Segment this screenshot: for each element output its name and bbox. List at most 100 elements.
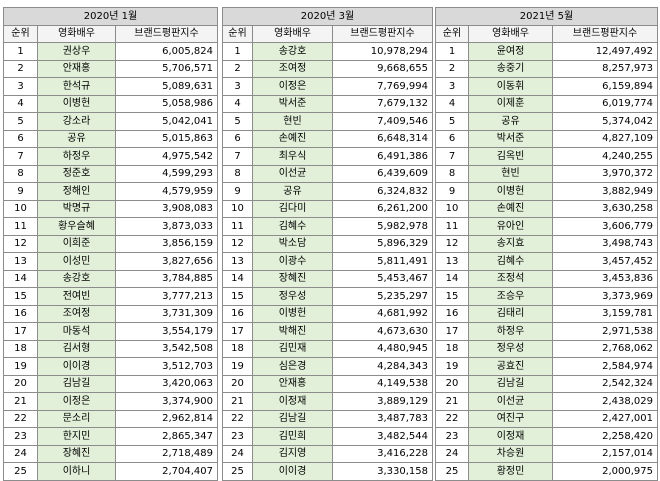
actor-name-cell: 김혜수 <box>468 252 553 271</box>
rank-cell: 1 <box>435 42 469 61</box>
table-row: 18 김민재 4,480,945 <box>222 339 433 358</box>
actor-name-cell: 한석규 <box>37 77 116 96</box>
actor-name-cell: 김옥빈 <box>468 147 553 166</box>
table-row: 23 이정재 2,258,420 <box>435 427 658 446</box>
actor-name-cell: 권상우 <box>37 42 116 61</box>
table-row: 4 이제훈 6,019,774 <box>435 94 658 113</box>
actor-name-cell: 송강호 <box>37 269 116 288</box>
table-row: 22 문소리 2,962,814 <box>3 409 218 428</box>
rank-cell: 14 <box>435 269 469 288</box>
table-row: 3 이정은 7,769,994 <box>222 77 433 96</box>
actor-name-cell: 전여빈 <box>37 287 116 306</box>
table-row: 6 손예진 6,648,314 <box>222 129 433 148</box>
actor-name-cell: 이제훈 <box>468 94 553 113</box>
actor-name-cell: 송중기 <box>468 59 553 78</box>
rank-cell: 24 <box>435 444 469 463</box>
actor-name-cell: 이병헌 <box>252 304 333 323</box>
table-row: 12 송지효 3,498,743 <box>435 234 658 253</box>
actor-name-cell: 이성민 <box>37 252 116 271</box>
brand-index-cell: 6,648,314 <box>332 129 433 148</box>
brand-index-cell: 3,457,452 <box>552 252 658 271</box>
rank-cell: 5 <box>3 112 38 131</box>
brand-index-cell: 3,827,656 <box>115 252 218 271</box>
actor-name-cell: 안재홍 <box>252 374 333 393</box>
brand-index-cell: 3,630,258 <box>552 199 658 218</box>
actor-name-cell: 정해인 <box>37 182 116 201</box>
actor-name-cell: 장혜진 <box>252 269 333 288</box>
table-row: 2 조여정 9,668,655 <box>222 59 433 78</box>
actor-name-cell: 김민재 <box>252 339 333 358</box>
period-header: 2021년 5월 <box>435 7 658 26</box>
brand-index-cell: 2,971,538 <box>552 322 658 341</box>
table-row: 12 이희준 3,856,159 <box>3 234 218 253</box>
table-row: 25 이이경 3,330,158 <box>222 462 433 481</box>
brand-index-cell: 2,157,014 <box>552 444 658 463</box>
brand-index-cell: 2,542,324 <box>552 374 658 393</box>
brand-index-cell: 5,058,986 <box>115 94 218 113</box>
table-2020-jan: 2020년 1월 순위 영화배우 브랜드평판지수 1 권상우 6,005,824 2 안… <box>3 7 218 481</box>
actor-name-cell: 이병헌 <box>468 182 553 201</box>
brand-index-cell: 4,681,992 <box>332 304 433 323</box>
rank-cell: 12 <box>222 234 253 253</box>
actor-name-cell: 김남길 <box>468 374 553 393</box>
rank-cell: 16 <box>435 304 469 323</box>
actor-name-cell: 손예진 <box>468 199 553 218</box>
rank-cell: 23 <box>222 427 253 446</box>
rank-cell: 6 <box>435 129 469 148</box>
actor-name-cell: 이선균 <box>468 392 553 411</box>
rank-cell: 9 <box>3 182 38 201</box>
brand-index-cell: 7,769,994 <box>332 77 433 96</box>
rank-cell: 16 <box>3 304 38 323</box>
brand-index-cell: 3,873,033 <box>115 217 218 236</box>
table-row: 16 김태리 3,159,781 <box>435 304 658 323</box>
actor-name-cell: 조승우 <box>468 287 553 306</box>
table-row: 5 공유 5,374,042 <box>435 112 658 131</box>
brand-index-cell: 3,889,129 <box>332 392 433 411</box>
table-row: 2 안재홍 5,706,571 <box>3 59 218 78</box>
actor-name-cell: 김남길 <box>252 409 333 428</box>
actor-name-cell: 정준호 <box>37 164 116 183</box>
rank-header: 순위 <box>435 24 469 43</box>
actor-name-cell: 심은경 <box>252 357 333 376</box>
table-row: 20 김남길 3,420,063 <box>3 374 218 393</box>
rank-cell: 11 <box>222 217 253 236</box>
table-row: 5 현빈 7,409,546 <box>222 112 433 131</box>
brand-index-cell: 2,962,814 <box>115 409 218 428</box>
table-row: 2 송중기 8,257,973 <box>435 59 658 78</box>
table-row: 7 최우식 6,491,386 <box>222 147 433 166</box>
brand-index-cell: 3,482,544 <box>332 427 433 446</box>
table-row: 15 조승우 3,373,969 <box>435 287 658 306</box>
brand-index-cell: 2,427,001 <box>552 409 658 428</box>
table-row: 9 이병헌 3,882,949 <box>435 182 658 201</box>
rank-cell: 4 <box>222 94 253 113</box>
brand-index-cell: 3,498,743 <box>552 234 658 253</box>
brand-index-cell: 6,159,894 <box>552 77 658 96</box>
brand-index-cell: 3,420,063 <box>115 374 218 393</box>
rank-cell: 6 <box>222 129 253 148</box>
rank-cell: 8 <box>222 164 253 183</box>
brand-index-cell: 9,668,655 <box>332 59 433 78</box>
brand-index-cell: 3,777,213 <box>115 287 218 306</box>
rank-cell: 5 <box>222 112 253 131</box>
table-row: 23 한지민 2,865,347 <box>3 427 218 446</box>
brand-index-cell: 7,679,132 <box>332 94 433 113</box>
brand-index-cell: 5,453,467 <box>332 269 433 288</box>
brand-index-cell: 7,409,546 <box>332 112 433 131</box>
actor-name-cell: 박서준 <box>468 129 553 148</box>
table-row: 8 이선균 6,439,609 <box>222 164 433 183</box>
brand-index-cell: 4,673,630 <box>332 322 433 341</box>
actor-name-cell: 이정재 <box>252 392 333 411</box>
rank-cell: 15 <box>222 287 253 306</box>
table-row: 6 공유 5,015,863 <box>3 129 218 148</box>
actor-name-cell: 유아인 <box>468 217 553 236</box>
rank-cell: 25 <box>222 462 253 481</box>
table-row: 10 김다미 6,261,200 <box>222 199 433 218</box>
table-row: 25 이하니 2,704,407 <box>3 462 218 481</box>
actor-name-cell: 이이경 <box>252 462 333 481</box>
rank-header: 순위 <box>222 24 253 43</box>
brand-index-cell: 3,784,885 <box>115 269 218 288</box>
rank-cell: 11 <box>435 217 469 236</box>
actor-name-cell: 강소라 <box>37 112 116 131</box>
rank-cell: 12 <box>3 234 38 253</box>
brand-index-cell: 3,542,508 <box>115 339 218 358</box>
